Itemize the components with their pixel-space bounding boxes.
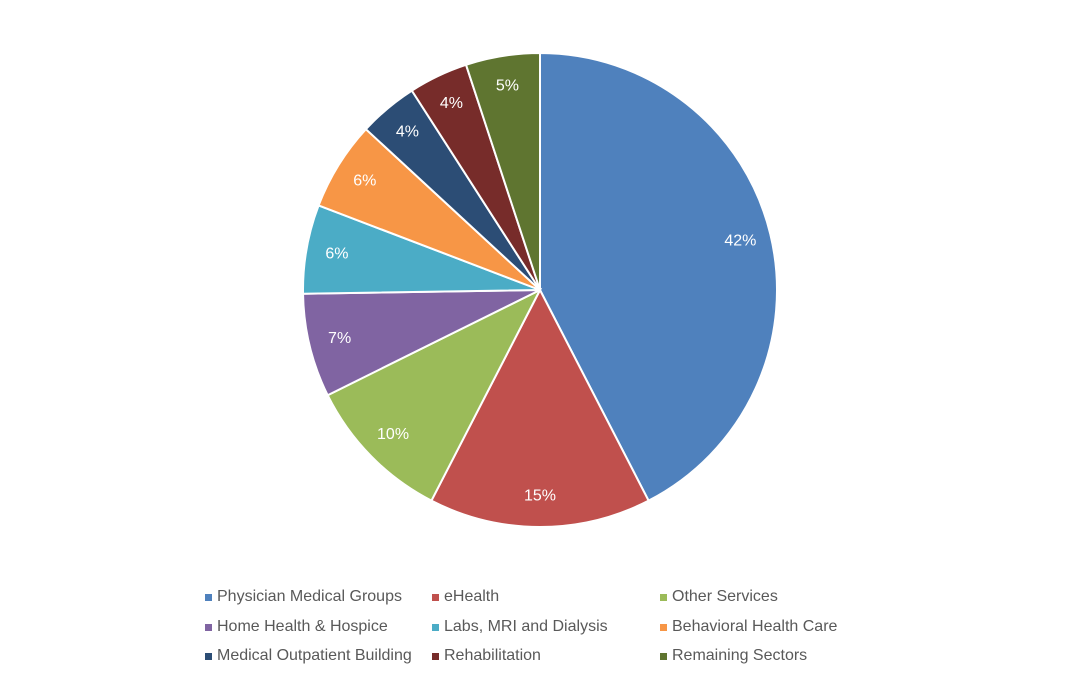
- legend-label: Physician Medical Groups: [217, 588, 402, 605]
- legend-swatch: [432, 623, 439, 631]
- pie-slice-8: [464, 51, 541, 291]
- legend-swatch: [660, 623, 667, 631]
- legend-label: Labs, MRI and Dialysis: [444, 618, 608, 635]
- legend-swatch: [660, 593, 667, 601]
- legend-item: Home Health & Hospice: [205, 618, 388, 636]
- legend-item: Behavioral Health Care: [660, 618, 837, 636]
- data-label: 4%: [440, 95, 463, 112]
- legend-item: Labs, MRI and Dialysis: [432, 618, 608, 636]
- data-label: 10%: [377, 426, 409, 443]
- legend-swatch: [660, 652, 667, 660]
- legend-swatch: [205, 623, 212, 631]
- legend-label: Rehabilitation: [444, 647, 541, 664]
- legend-item: Other Services: [660, 588, 778, 606]
- data-label: 42%: [724, 233, 756, 250]
- legend-swatch: [432, 652, 439, 660]
- legend-label: Remaining Sectors: [672, 647, 808, 664]
- legend-swatch: [432, 593, 439, 601]
- data-label: 5%: [496, 78, 519, 95]
- legend-item: Physician Medical Groups: [205, 588, 402, 606]
- data-label: 4%: [396, 123, 419, 140]
- data-label: 6%: [325, 245, 348, 262]
- pie-slice-1: [430, 287, 650, 528]
- legend-label: Home Health & Hospice: [217, 618, 388, 635]
- legend-label: Medical Outpatient Building: [217, 647, 412, 664]
- legend-swatch: [205, 593, 212, 601]
- pie-slice-3: [302, 289, 541, 397]
- legend-item: Rehabilitation: [432, 647, 541, 665]
- legend-label: Behavioral Health Care: [672, 618, 838, 635]
- data-label: 6%: [353, 173, 376, 190]
- legend-item: eHealth: [432, 588, 499, 606]
- legend-swatch: [205, 652, 212, 660]
- legend-label: Other Services: [672, 588, 778, 605]
- legend-item: Medical Outpatient Building: [205, 647, 412, 665]
- data-label: 15%: [524, 487, 556, 504]
- data-label: 7%: [328, 330, 351, 347]
- pie-slice-0: [539, 51, 778, 503]
- pie-slice-2: [326, 287, 543, 503]
- legend-item: Remaining Sectors: [660, 647, 807, 665]
- legend-label: eHealth: [444, 588, 500, 605]
